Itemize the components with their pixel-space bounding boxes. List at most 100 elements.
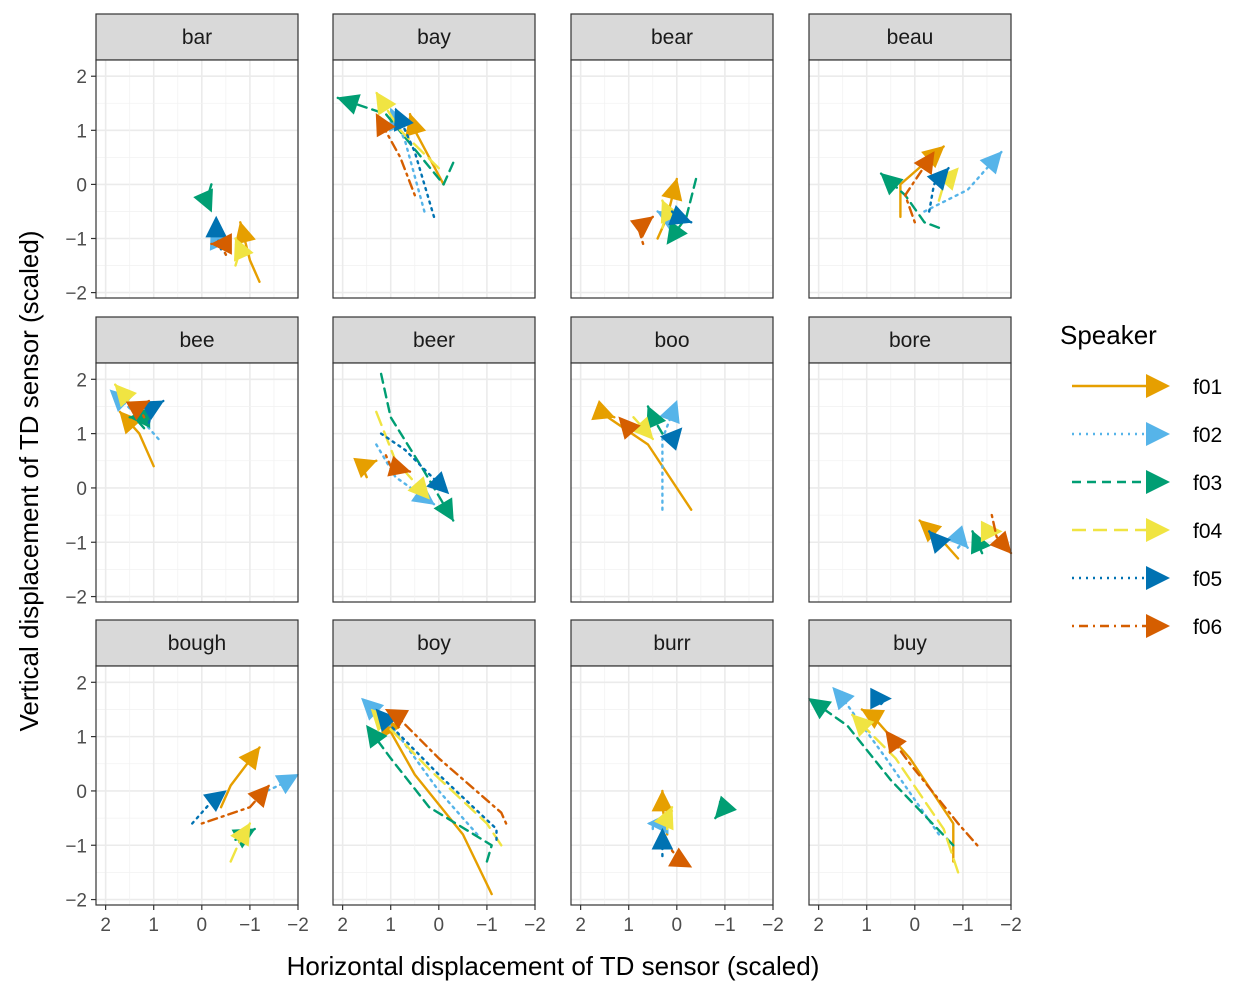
trajectory-line <box>851 713 960 874</box>
strip-background <box>570 13 774 61</box>
trajectory-arrowhead <box>946 525 969 549</box>
trajectory-arrowhead <box>832 686 855 711</box>
panel-border <box>95 59 299 299</box>
y-tick-label: −2 <box>65 891 87 912</box>
series-f06 <box>125 399 151 421</box>
y-tick-label: 0 <box>76 782 87 803</box>
legend-item-f02: f02 <box>1072 422 1222 447</box>
legend-label: f04 <box>1193 520 1223 543</box>
trajectory-arrowhead <box>140 400 165 421</box>
strip-label: beer <box>413 329 455 352</box>
trajectory-arrowhead <box>591 399 616 421</box>
series-f05 <box>926 167 950 213</box>
trajectory-line <box>370 708 503 847</box>
x-tick-label: 2 <box>337 915 348 936</box>
series-f03 <box>807 697 955 847</box>
legend-label: f01 <box>1193 376 1222 399</box>
x-tick-label: −1 <box>476 915 498 936</box>
legend-key-arrowhead <box>1146 518 1170 542</box>
legend-item-f05: f05 <box>1072 566 1222 591</box>
legend-item-f04: f04 <box>1072 518 1223 543</box>
legend-label: f02 <box>1193 424 1222 447</box>
series-f05 <box>651 827 674 858</box>
x-tick-label: 2 <box>813 915 824 936</box>
strip-label: buy <box>893 632 927 655</box>
panel-border <box>808 665 1012 906</box>
series-f05 <box>928 530 951 554</box>
x-tick-label: 1 <box>623 915 634 936</box>
trajectory-arrowhead <box>928 530 951 554</box>
series-f05 <box>870 687 892 710</box>
trajectory-arrowhead <box>629 216 654 238</box>
panel-background <box>571 60 773 298</box>
trajectory-line <box>389 107 426 213</box>
legend-item-f01: f01 <box>1072 374 1222 399</box>
x-tick-label: 0 <box>434 915 445 936</box>
series-f02 <box>946 525 969 549</box>
trajectory-arrowhead <box>885 730 907 755</box>
strip-label: bay <box>417 26 451 49</box>
x-tick-label: −1 <box>714 915 736 936</box>
y-tick-label: 1 <box>76 728 87 749</box>
trajectory-arrowhead <box>426 471 450 495</box>
trajectory-arrowhead <box>659 427 683 451</box>
series-f03 <box>714 795 737 820</box>
series-f06 <box>989 513 1013 555</box>
panel-border <box>808 362 1012 603</box>
trajectory-arrowhead <box>851 714 875 738</box>
strip-label: bear <box>651 26 693 49</box>
y-tick-label: −1 <box>65 230 87 251</box>
trajectory-arrowhead <box>336 94 361 115</box>
series-f02 <box>923 150 1003 213</box>
trajectory-arrowhead <box>387 455 412 477</box>
y-tick-label: 2 <box>76 370 87 391</box>
series-f05 <box>140 399 165 424</box>
y-tick-label: 2 <box>76 673 87 694</box>
series-f02 <box>831 686 941 836</box>
series-f04 <box>229 822 252 863</box>
panel-border <box>95 665 299 906</box>
series-f01 <box>860 708 955 863</box>
x-tick-label: 0 <box>672 915 683 936</box>
trajectory-line <box>365 724 493 863</box>
panel-border <box>570 362 774 603</box>
strip-background <box>332 619 536 667</box>
series-f06 <box>884 730 979 847</box>
x-tick-label: −2 <box>524 915 546 936</box>
series-f03 <box>193 183 213 213</box>
trajectory-arrowhead <box>205 215 228 238</box>
trajectory-arrowhead <box>393 107 414 132</box>
panel-border <box>332 362 536 603</box>
legend-label: f05 <box>1193 568 1222 591</box>
x-tick-label: −1 <box>952 915 974 936</box>
facet-panels: bar bay bear beau bee beer boo bore bough boy burr… <box>95 13 1013 906</box>
trajectory-arrowhead <box>238 746 261 771</box>
strip-background <box>95 316 299 364</box>
series-f04 <box>233 237 254 267</box>
y-tick-label: 0 <box>76 175 87 196</box>
series-f05 <box>375 708 498 841</box>
y-tick-label: 0 <box>76 479 87 500</box>
y-tick-label: 2 <box>76 67 87 88</box>
trajectory-arrowhead <box>660 199 681 224</box>
trajectory-arrowhead <box>913 151 935 175</box>
series-f06 <box>210 233 232 256</box>
trajectory-arrowhead <box>433 497 454 522</box>
series-f01 <box>234 221 261 283</box>
trajectory-arrowhead <box>714 795 737 819</box>
series-f06 <box>617 416 641 440</box>
trajectory-arrowhead <box>808 697 832 720</box>
series-f04 <box>631 416 654 441</box>
panel-border <box>95 362 299 603</box>
series-f06 <box>375 112 416 197</box>
legend-item-f06: f06 <box>1072 614 1222 639</box>
x-tick-label: 0 <box>910 915 921 936</box>
facet-panel-buy: buy <box>807 619 1012 906</box>
series-f05 <box>205 215 228 251</box>
trajectory-arrowhead <box>375 91 397 116</box>
trajectory-line <box>807 697 955 847</box>
trajectory-arrowhead <box>651 789 674 812</box>
y-tick-label: −1 <box>65 836 87 857</box>
panel-border <box>332 665 536 906</box>
